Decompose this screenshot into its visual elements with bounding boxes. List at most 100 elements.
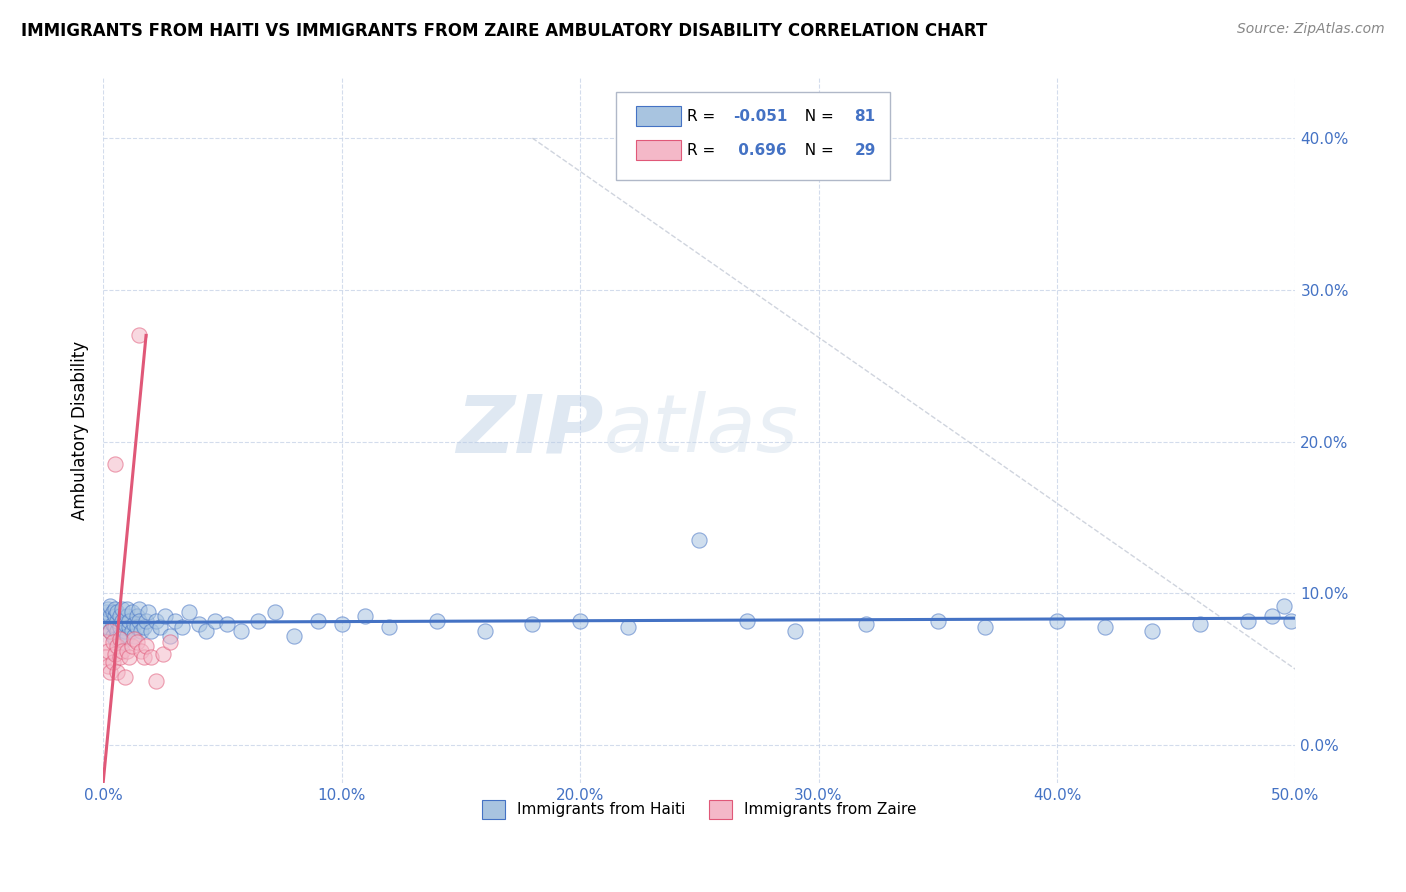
Point — [307, 614, 329, 628]
Point — [94, 605, 117, 619]
Point — [122, 629, 145, 643]
Point — [204, 614, 226, 628]
Text: 0.696: 0.696 — [733, 143, 786, 158]
Point — [170, 620, 193, 634]
Text: N =: N = — [794, 143, 838, 158]
Point — [97, 644, 120, 658]
Point — [104, 601, 127, 615]
Point — [108, 609, 131, 624]
Text: N =: N = — [794, 109, 838, 124]
Point — [118, 620, 141, 634]
Point — [98, 665, 121, 680]
Point — [104, 609, 127, 624]
Text: R =: R = — [688, 109, 720, 124]
Point — [114, 670, 136, 684]
Point — [283, 629, 305, 643]
Point — [122, 616, 145, 631]
Point — [122, 632, 145, 646]
Bar — [636, 106, 682, 126]
Point — [108, 650, 131, 665]
FancyBboxPatch shape — [616, 92, 890, 180]
Point — [153, 609, 176, 624]
Point — [111, 614, 134, 628]
Point — [152, 647, 174, 661]
Point — [139, 650, 162, 665]
Point — [104, 647, 127, 661]
Text: R =: R = — [688, 143, 720, 158]
Point — [111, 635, 134, 649]
Point — [974, 620, 997, 634]
Point — [104, 620, 127, 634]
Point — [115, 644, 138, 658]
Point — [118, 614, 141, 628]
Point — [98, 609, 121, 624]
Point — [1236, 614, 1258, 628]
Point — [378, 620, 401, 634]
Point — [101, 635, 124, 649]
Point — [121, 640, 143, 654]
Point — [474, 624, 496, 639]
Point — [107, 624, 129, 639]
Point — [108, 629, 131, 643]
Point — [101, 605, 124, 619]
Point — [1279, 614, 1302, 628]
Point — [783, 624, 806, 639]
Point — [263, 605, 285, 619]
Point — [104, 632, 127, 646]
Point — [101, 629, 124, 643]
Point — [855, 616, 877, 631]
Point — [569, 614, 592, 628]
Bar — [636, 140, 682, 160]
Legend: Immigrants from Haiti, Immigrants from Zaire: Immigrants from Haiti, Immigrants from Z… — [477, 794, 922, 825]
Point — [132, 620, 155, 634]
Point — [121, 605, 143, 619]
Point — [688, 533, 710, 548]
Point — [104, 458, 127, 472]
Point — [94, 650, 117, 665]
Point — [108, 632, 131, 646]
Point — [735, 614, 758, 628]
Point — [354, 609, 377, 624]
Point — [159, 635, 181, 649]
Point — [101, 655, 124, 669]
Point — [145, 614, 167, 628]
Point — [108, 620, 131, 634]
Point — [194, 624, 217, 639]
Point — [125, 609, 148, 624]
Point — [107, 665, 129, 680]
Point — [149, 620, 172, 634]
Point — [128, 601, 150, 615]
Point — [97, 620, 120, 634]
Point — [217, 616, 239, 631]
Point — [98, 599, 121, 613]
Text: ZIP: ZIP — [457, 392, 605, 469]
Point — [125, 620, 148, 634]
Point — [135, 640, 157, 654]
Point — [927, 614, 949, 628]
Text: IMMIGRANTS FROM HAITI VS IMMIGRANTS FROM ZAIRE AMBULATORY DISABILITY CORRELATION: IMMIGRANTS FROM HAITI VS IMMIGRANTS FROM… — [21, 22, 987, 40]
Point — [138, 605, 160, 619]
Point — [163, 614, 186, 628]
Point — [231, 624, 253, 639]
Point — [145, 674, 167, 689]
Point — [98, 624, 121, 639]
Point — [128, 614, 150, 628]
Point — [177, 605, 200, 619]
Point — [115, 601, 138, 615]
Point — [522, 616, 544, 631]
Point — [1189, 616, 1212, 631]
Point — [97, 601, 120, 615]
Y-axis label: Ambulatory Disability: Ambulatory Disability — [72, 341, 89, 520]
Point — [107, 605, 129, 619]
Point — [1046, 614, 1069, 628]
Point — [1142, 624, 1164, 639]
Point — [121, 624, 143, 639]
Point — [101, 616, 124, 631]
Point — [114, 616, 136, 631]
Point — [118, 650, 141, 665]
Point — [111, 644, 134, 658]
Point — [159, 629, 181, 643]
Point — [94, 614, 117, 628]
Point — [129, 624, 152, 639]
Text: Source: ZipAtlas.com: Source: ZipAtlas.com — [1237, 22, 1385, 37]
